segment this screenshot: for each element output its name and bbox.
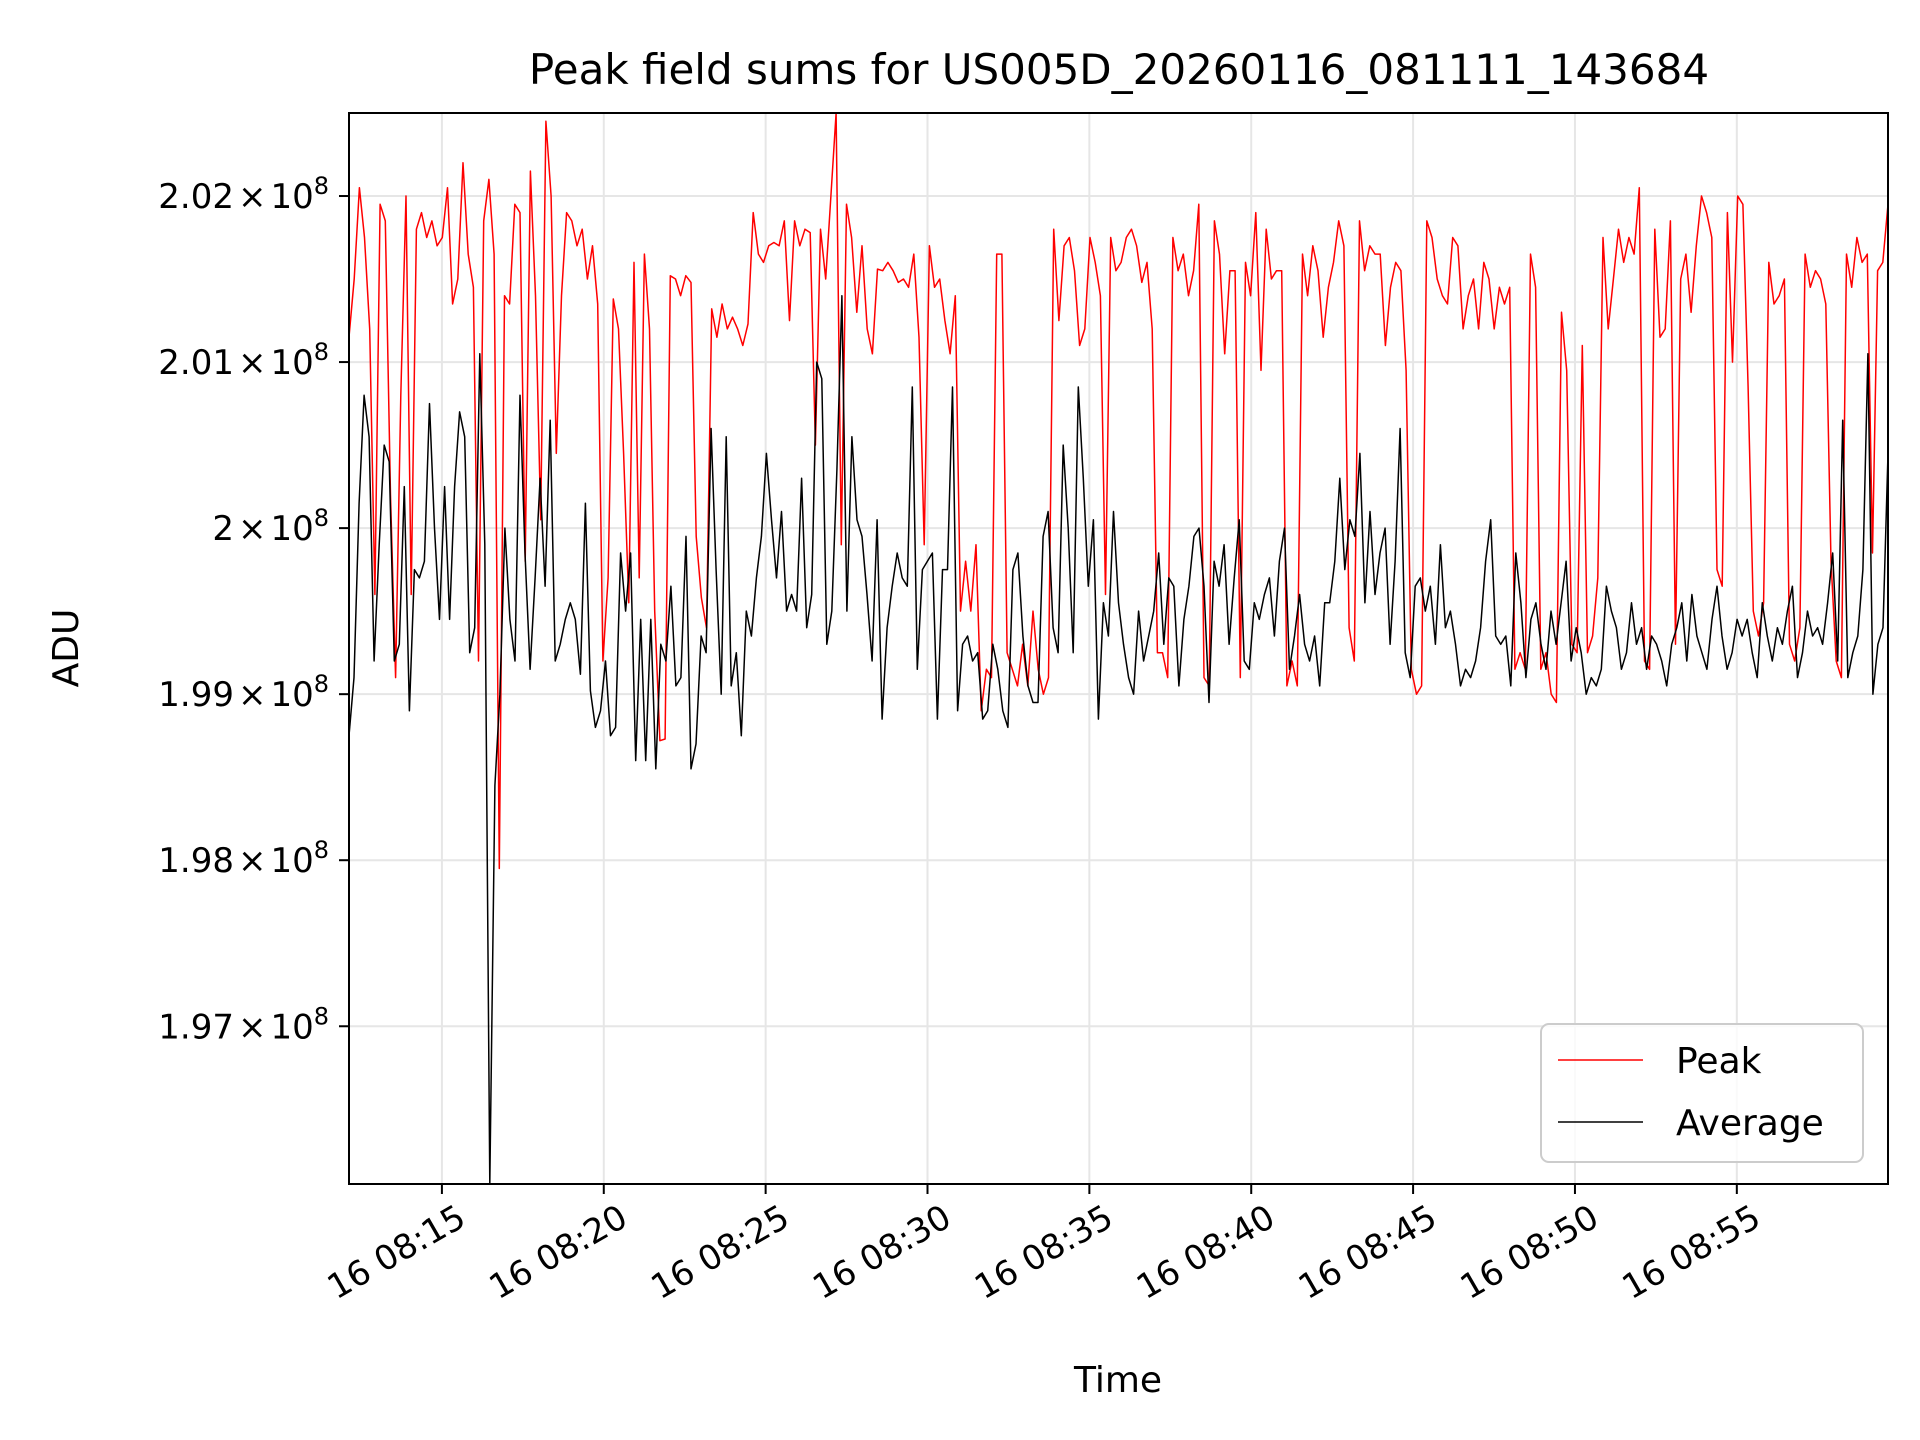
y-tick-label: 1.97 × 108 [158,1002,329,1047]
x-axis-label: Time [1073,1360,1162,1401]
legend: Peak Average [1540,1023,1864,1163]
y-tick-label: 2 × 108 [212,504,329,549]
legend-label-peak: Peak [1676,1041,1762,1082]
y-tick-label: 1.98 × 108 [158,836,329,881]
plot-frame [348,112,1889,1185]
legend-box [1540,1023,1864,1163]
plot-area [349,113,1888,1184]
series-layer [349,113,1888,1184]
series-line-peak [349,113,1888,870]
y-axis-label: ADU [46,609,87,688]
chart-title: Peak field sums for US005D_20260116_0811… [529,45,1709,94]
series-line-average [349,294,1888,1184]
y-tick-label: 2.01 × 108 [158,338,329,383]
legend-label-average: Average [1676,1103,1824,1144]
y-tick-label: 2.02 × 108 [158,172,329,217]
y-tick-label: 1.99 × 108 [158,670,329,715]
y-axis: 1.97 × 108 1.98 × 108 1.99 × 108 2 × 108 2.01 × 108 2.0… [158,172,349,1047]
